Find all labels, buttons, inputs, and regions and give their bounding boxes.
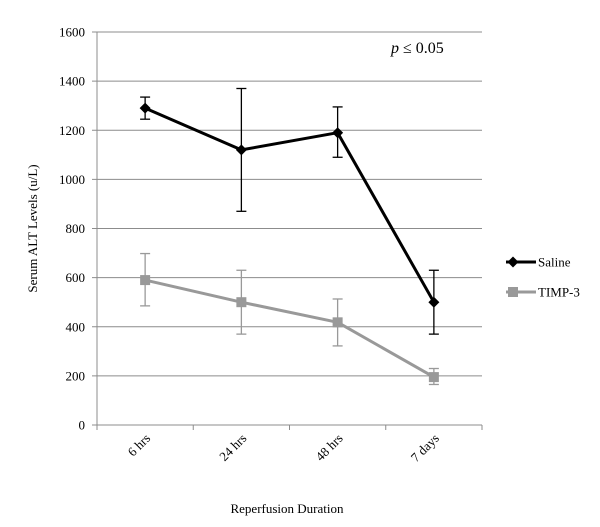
data-point-marker <box>235 144 247 156</box>
x-tick-label: 24 hrs <box>216 431 249 464</box>
legend-item: TIMP-3 <box>506 285 580 300</box>
axes <box>92 31 483 430</box>
y-tick-label: 0 <box>79 418 86 433</box>
x-tick-labels: 6 hrs 24 hrs 48 hrs 7 days <box>125 431 442 465</box>
series-line <box>144 106 436 303</box>
y-tick-label: 400 <box>66 319 86 334</box>
y-axis-title: Serum ALT Levels (u/L) <box>25 164 40 292</box>
x-tick-label: 48 hrs <box>312 431 345 464</box>
data-point-marker <box>236 297 247 308</box>
y-tick-label: 800 <box>66 221 86 236</box>
series-2 <box>140 252 439 386</box>
plot-area <box>139 87 440 386</box>
legend-label: TIMP-3 <box>538 285 580 300</box>
gridlines <box>97 31 482 426</box>
y-tick-labels: 0 200 400 600 800 1000 1200 1400 1600 <box>59 25 85 433</box>
significance-annotation: p ≤ 0.05 <box>390 40 444 57</box>
y-tick-label: 600 <box>66 270 86 285</box>
y-tick-label: 200 <box>66 368 86 383</box>
data-point-marker <box>507 256 519 268</box>
legend-label: Saline <box>538 255 571 270</box>
legend-item: Saline <box>506 255 571 270</box>
y-tick-label: 1600 <box>59 25 85 40</box>
data-point-marker <box>332 127 344 139</box>
x-tick-label: 6 hrs <box>125 431 154 460</box>
series-line <box>144 278 435 379</box>
x-axis-title: Reperfusion Duration <box>230 501 344 516</box>
x-tick-label: 7 days <box>408 431 442 465</box>
data-point-marker <box>140 275 151 286</box>
y-tick-label: 1000 <box>59 172 85 187</box>
annotation-p: p <box>390 40 399 57</box>
annotation-threshold: ≤ 0.05 <box>399 40 444 57</box>
data-point-marker <box>428 296 440 308</box>
legend: Saline TIMP-3 <box>506 255 580 300</box>
series-1 <box>139 87 440 335</box>
y-tick-label: 1400 <box>59 74 85 89</box>
data-point-marker <box>139 102 151 114</box>
data-point-marker <box>428 372 439 383</box>
data-point-marker <box>332 317 343 328</box>
data-point-marker <box>508 287 518 297</box>
y-tick-label: 1200 <box>59 123 85 138</box>
